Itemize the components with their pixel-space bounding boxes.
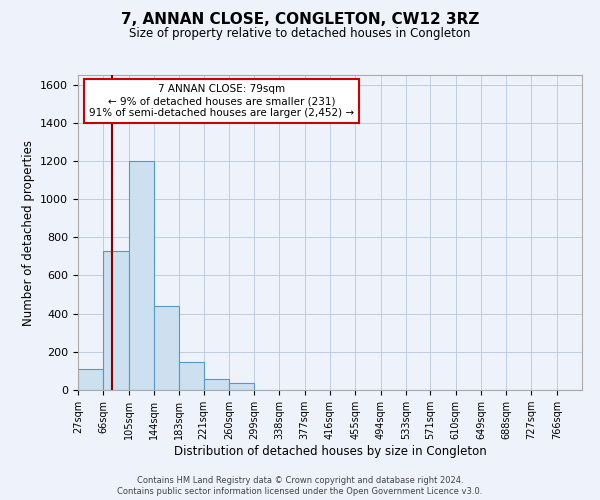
Text: 7, ANNAN CLOSE, CONGLETON, CW12 3RZ: 7, ANNAN CLOSE, CONGLETON, CW12 3RZ (121, 12, 479, 28)
Bar (154, 306, 179, 390)
Bar (203, 378, 229, 390)
Text: 7 ANNAN CLOSE: 79sqm
← 9% of detached houses are smaller (231)
91% of semi-detac: 7 ANNAN CLOSE: 79sqm ← 9% of detached ho… (89, 84, 354, 117)
Text: Contains HM Land Registry data © Crown copyright and database right 2024.: Contains HM Land Registry data © Crown c… (137, 476, 463, 485)
Text: Size of property relative to detached houses in Congleton: Size of property relative to detached ho… (129, 28, 471, 40)
Y-axis label: Number of detached properties: Number of detached properties (22, 140, 35, 326)
Text: Contains public sector information licensed under the Open Government Licence v3: Contains public sector information licen… (118, 488, 482, 496)
Bar (229, 384, 254, 390)
X-axis label: Distribution of detached houses by size in Congleton: Distribution of detached houses by size … (173, 445, 487, 458)
Bar (128, 161, 154, 390)
Bar (103, 250, 128, 390)
Bar (179, 362, 203, 390)
Bar (78, 369, 103, 390)
